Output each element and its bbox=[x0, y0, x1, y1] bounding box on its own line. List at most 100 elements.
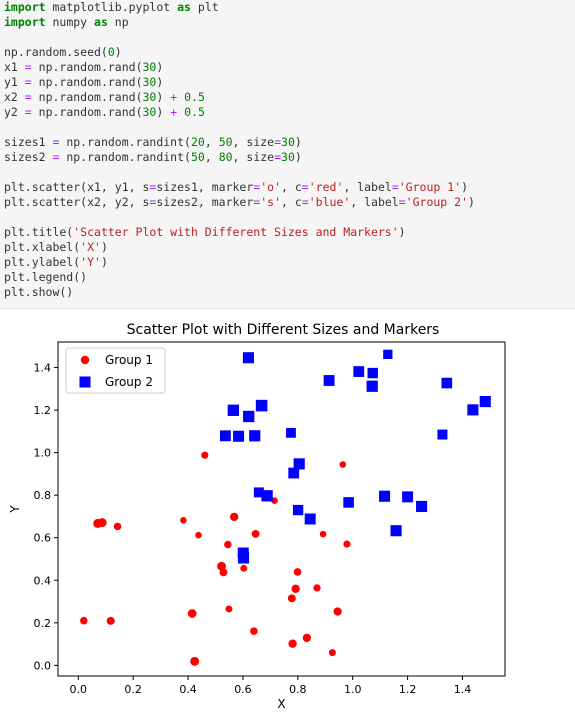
legend-marker-group-1 bbox=[80, 355, 90, 365]
group-1-point bbox=[97, 518, 107, 528]
code-line: x2 = np.random.rand(30) + 0.5 bbox=[4, 90, 475, 105]
x-tick-label: 0.6 bbox=[234, 683, 252, 696]
group-2-point bbox=[304, 513, 316, 525]
code-line: plt.legend() bbox=[4, 270, 475, 285]
code-line: plt.scatter(x2, y2, s=sizes2, marker='s'… bbox=[4, 195, 475, 210]
code-line bbox=[4, 210, 475, 225]
group-1-point bbox=[293, 568, 302, 576]
legend-label-group-2: Group 2 bbox=[105, 375, 153, 389]
code-token: y1 bbox=[4, 75, 25, 89]
group-1-point bbox=[250, 627, 258, 635]
code-token: plt.scatter(x1, y1, s bbox=[4, 180, 150, 194]
group-1-point bbox=[240, 564, 248, 572]
code-token: 30 bbox=[142, 60, 157, 74]
legend: Group 1 Group 2 bbox=[65, 347, 166, 394]
y-axis-label: Y bbox=[8, 505, 22, 514]
code-token: 'blue' bbox=[308, 195, 351, 209]
code-token: 50 bbox=[190, 150, 205, 164]
code-token: = bbox=[398, 195, 406, 209]
code-token: = bbox=[24, 60, 32, 74]
code-token: = bbox=[24, 90, 32, 104]
code-token: , bbox=[204, 150, 219, 164]
x-tick-label: 0.0 bbox=[70, 683, 88, 696]
code-token: ) bbox=[398, 225, 406, 239]
group-2-point bbox=[237, 547, 249, 559]
code-token: 'Group 1' bbox=[398, 180, 462, 194]
scatter-chart: Scatter Plot with Different Sizes and Ma… bbox=[8, 322, 506, 711]
group-2-point bbox=[243, 410, 255, 423]
group-2-point bbox=[286, 427, 296, 438]
code-token: np.random.rand( bbox=[31, 105, 143, 119]
code-token: , label bbox=[350, 195, 399, 209]
group-2-point bbox=[467, 404, 479, 416]
code-token: np.random.rand( bbox=[31, 90, 143, 104]
group-1-point bbox=[313, 584, 321, 592]
legend-box bbox=[65, 347, 166, 394]
code-token: = bbox=[253, 180, 261, 194]
code-token: = bbox=[301, 195, 309, 209]
code-line: plt.show() bbox=[4, 285, 475, 300]
code-token: np.random.rand( bbox=[31, 60, 143, 74]
code-editor[interactable]: import matplotlib.pyplot as plt import nu… bbox=[4, 0, 475, 300]
code-token: 'o' bbox=[260, 180, 281, 194]
code-token: as bbox=[94, 15, 108, 29]
code-token: 30 bbox=[281, 135, 295, 149]
y-tick-label: 0.8 bbox=[34, 489, 52, 502]
group-2-point bbox=[479, 396, 491, 408]
code-line bbox=[4, 165, 475, 180]
code-token: 50 bbox=[218, 135, 233, 149]
x-tick-label: 1.0 bbox=[344, 683, 362, 696]
group-1-point bbox=[291, 584, 300, 593]
group-2-point bbox=[255, 399, 268, 412]
code-token: 30 bbox=[142, 75, 157, 89]
chart-title: Scatter Plot with Different Sizes and Ma… bbox=[127, 322, 440, 338]
code-token: x2 bbox=[4, 90, 25, 104]
code-token: ) bbox=[114, 45, 122, 59]
code-token: sizes1 bbox=[4, 135, 53, 149]
y-tick-label: 0.2 bbox=[34, 617, 52, 630]
group-2-point bbox=[253, 487, 264, 498]
group-1-point bbox=[230, 512, 239, 522]
group-2-point bbox=[288, 467, 300, 479]
group-2-point bbox=[293, 458, 305, 470]
code-token: 20 bbox=[190, 135, 205, 149]
code-token: ) bbox=[467, 195, 475, 209]
code-token: ) bbox=[461, 180, 468, 194]
code-cell[interactable]: import matplotlib.pyplot as plt import nu… bbox=[0, 0, 575, 309]
group-1-point bbox=[343, 540, 351, 548]
code-token: = bbox=[52, 135, 60, 149]
group-1-point bbox=[271, 497, 278, 505]
code-token: = bbox=[52, 150, 60, 164]
code-token: sizes2, marker bbox=[156, 195, 254, 209]
group-2-point bbox=[353, 366, 365, 377]
code-token: , label bbox=[343, 180, 392, 194]
code-token: plt.legend() bbox=[4, 270, 88, 284]
group-2-point bbox=[437, 429, 448, 440]
group-1-point bbox=[106, 616, 115, 625]
code-line: import numpy as np bbox=[4, 15, 475, 30]
y-tick-label: 1.2 bbox=[34, 404, 52, 417]
group-1-point bbox=[195, 531, 202, 539]
group-1-point bbox=[80, 616, 88, 625]
code-token: import bbox=[4, 0, 46, 14]
code-line: plt.xlabel('X') bbox=[4, 240, 475, 255]
axis-ticks: 0.0 0.2 0.4 0.6 0.8 1.0 1.2 1.4 0.0 0.2 0.4 0.6 0.8 1… bbox=[34, 362, 472, 696]
group-2-point bbox=[261, 490, 273, 502]
group-2-point bbox=[323, 375, 335, 386]
group-2-point bbox=[292, 504, 304, 516]
code-token: , size bbox=[232, 135, 275, 149]
code-line: plt.ylabel('Y') bbox=[4, 255, 475, 270]
group-2-point bbox=[378, 490, 391, 502]
group-1-point bbox=[319, 530, 327, 538]
code-token: np.random.randint( bbox=[59, 150, 191, 164]
code-token: ) bbox=[156, 60, 164, 74]
code-token: ) bbox=[100, 240, 108, 254]
code-token: plt.xlabel( bbox=[4, 240, 81, 254]
code-token: import bbox=[4, 15, 46, 29]
code-token: np bbox=[107, 15, 129, 29]
code-token: plt bbox=[190, 0, 219, 14]
group-2-point bbox=[367, 367, 378, 379]
code-token: + bbox=[170, 105, 178, 119]
group-2-point bbox=[343, 497, 354, 508]
code-token: = bbox=[149, 195, 157, 209]
